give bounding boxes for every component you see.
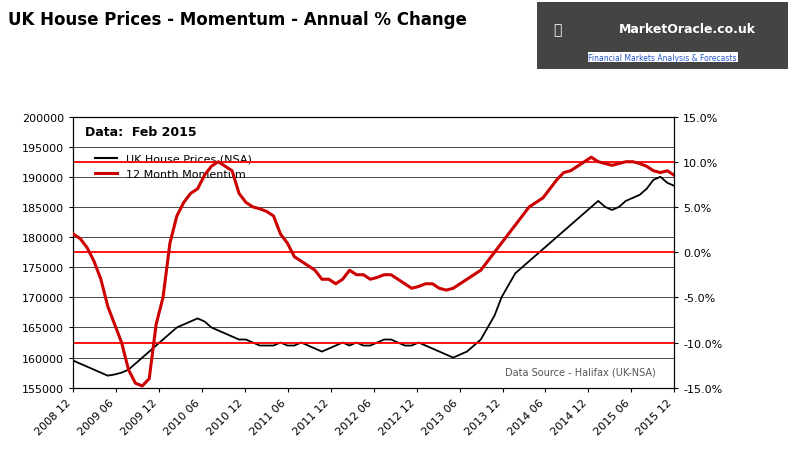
Text: 🧑: 🧑 xyxy=(553,23,561,37)
Text: Data:  Feb 2015: Data: Feb 2015 xyxy=(85,125,197,138)
Text: UK House Prices - Momentum - Annual % Change: UK House Prices - Momentum - Annual % Ch… xyxy=(8,11,466,29)
Text: Data Source - Halifax (UK-NSA): Data Source - Halifax (UK-NSA) xyxy=(505,367,656,377)
Text: Financial Markets Analysis & Forecasts: Financial Markets Analysis & Forecasts xyxy=(588,53,737,62)
Legend: UK House Prices (NSA), 12 Month Momentum: UK House Prices (NSA), 12 Month Momentum xyxy=(91,150,256,184)
Text: MarketOracle.co.uk: MarketOracle.co.uk xyxy=(619,23,756,37)
